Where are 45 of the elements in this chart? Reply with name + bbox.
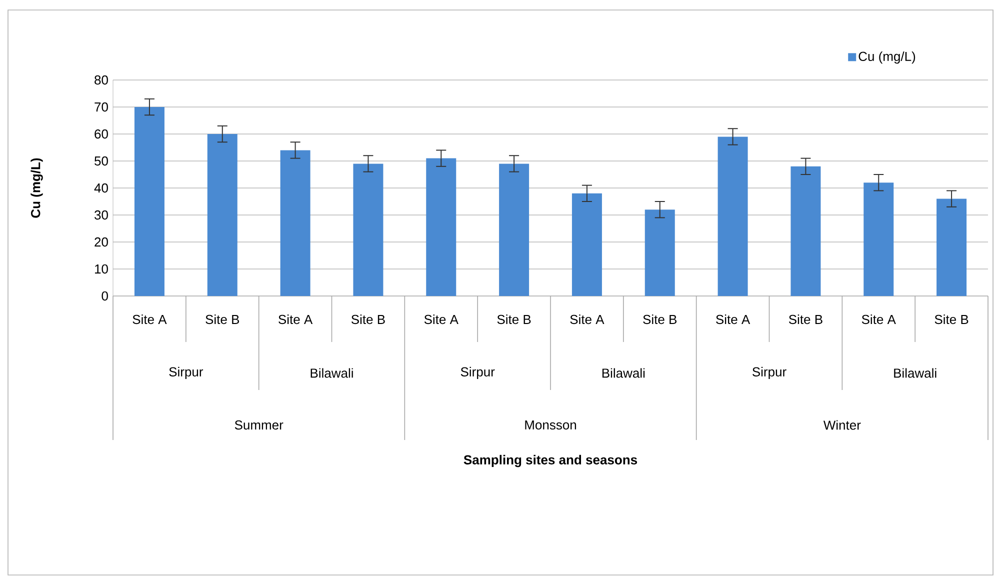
text: Sirpur [752,366,786,380]
y-axis-title: Cu (mg/L) [30,158,43,218]
y-tick-label: 20 [94,237,108,247]
x-tick-label: Site A [424,314,458,324]
bar [426,158,456,296]
text: Monsson [525,420,576,430]
text: Sirpur [460,366,495,380]
y-tick-label: 0 [102,291,108,301]
x-tick-label: Site B [497,314,531,324]
bar [353,164,384,296]
text: Bilawali [602,368,645,378]
y-tick-label: 50 [94,156,108,166]
x-tick-label: Site A [570,314,604,324]
y-tick-label: 40 [94,183,108,193]
y-tick-label: 70 [94,102,108,112]
x-tick-label: Site B [643,314,677,324]
y-tick-label: 10 [95,264,108,274]
y-tick-label: 30 [94,210,108,220]
bar [280,150,310,296]
x-tick-label: Site A [862,314,896,324]
bar [718,136,748,296]
text: Bilawali [894,368,936,378]
bar [134,107,164,296]
legend-label: Cu (mg/L) [858,51,916,64]
bar [790,166,821,296]
x-tick-label: Site B [351,314,385,324]
text: Bilawali [310,368,353,378]
y-tick-label: 60 [94,129,108,139]
bar [644,210,675,296]
x-tick-label: Site A [716,314,750,324]
bar [864,182,894,296]
x-tick-label: Site B [934,314,968,324]
bar [207,134,238,296]
text: Winter [823,420,861,430]
bar [499,164,530,296]
x-tick-label: Site B [206,314,240,324]
x-tick-label: Site A [278,314,313,324]
y-tick-label: 80 [94,75,108,85]
x-tick-label: Site A [132,314,167,324]
text: Summer [234,420,284,430]
bar [572,193,602,296]
text: Sirpur [169,366,204,380]
x-tick-label: Site B [788,314,822,324]
bar [936,198,967,296]
text: Sampling sites and seasons [464,454,638,468]
